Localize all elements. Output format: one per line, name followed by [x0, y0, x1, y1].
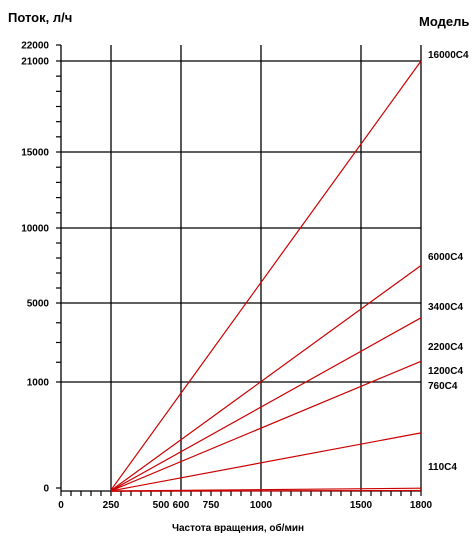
x-tick-label: 750 — [203, 500, 220, 511]
series-line — [110, 60, 422, 491]
x-tick-label: 1800 — [410, 500, 433, 511]
series-label: 2200C4 — [428, 342, 463, 353]
series-line — [110, 265, 422, 491]
x-tick-label: 1000 — [250, 500, 273, 511]
x-tick-label: 600 — [173, 500, 190, 511]
series-label: 6000C4 — [428, 252, 463, 263]
y-tick-label: 0 — [43, 484, 49, 495]
series-label: 3400C4 — [428, 302, 463, 313]
series-line — [110, 360, 422, 492]
y-tick-label: 10000 — [21, 224, 49, 235]
series-label: 110C4 — [428, 462, 457, 473]
label-layer: 16000C4 6000C4 3400C4 2200C4 1200C4 760C4 110C… — [428, 50, 469, 473]
series-label: 760C4 — [428, 381, 458, 392]
series-label: 1200C4 — [428, 366, 463, 377]
series-line — [110, 489, 422, 492]
y-tick-label: 22000 — [21, 41, 49, 52]
x-tick-label: 1500 — [350, 500, 373, 511]
grid-layer — [61, 45, 422, 491]
y-tick-label: 5000 — [27, 299, 50, 310]
series-layer — [110, 60, 422, 492]
series-line — [110, 432, 422, 492]
y-tick-label: 1000 — [27, 378, 50, 389]
y-axis-title: Поток, л/ч — [8, 10, 72, 25]
series-label: 16000C4 — [428, 50, 469, 61]
x-tick-label: 250 — [103, 500, 120, 511]
legend-title: Модель — [419, 14, 469, 29]
x-tick-label: 500 — [153, 500, 170, 511]
y-tick-label: 21000 — [21, 57, 49, 68]
series-line — [110, 317, 422, 492]
axis-layer: 0 1000 5000 10000 15000 21000 22000 0 250 500 600 7… — [21, 41, 432, 512]
x-axis-title: Частота вращения, об/мин — [172, 522, 304, 533]
x-tick-label: 0 — [58, 500, 64, 511]
y-tick-label: 15000 — [21, 148, 49, 159]
